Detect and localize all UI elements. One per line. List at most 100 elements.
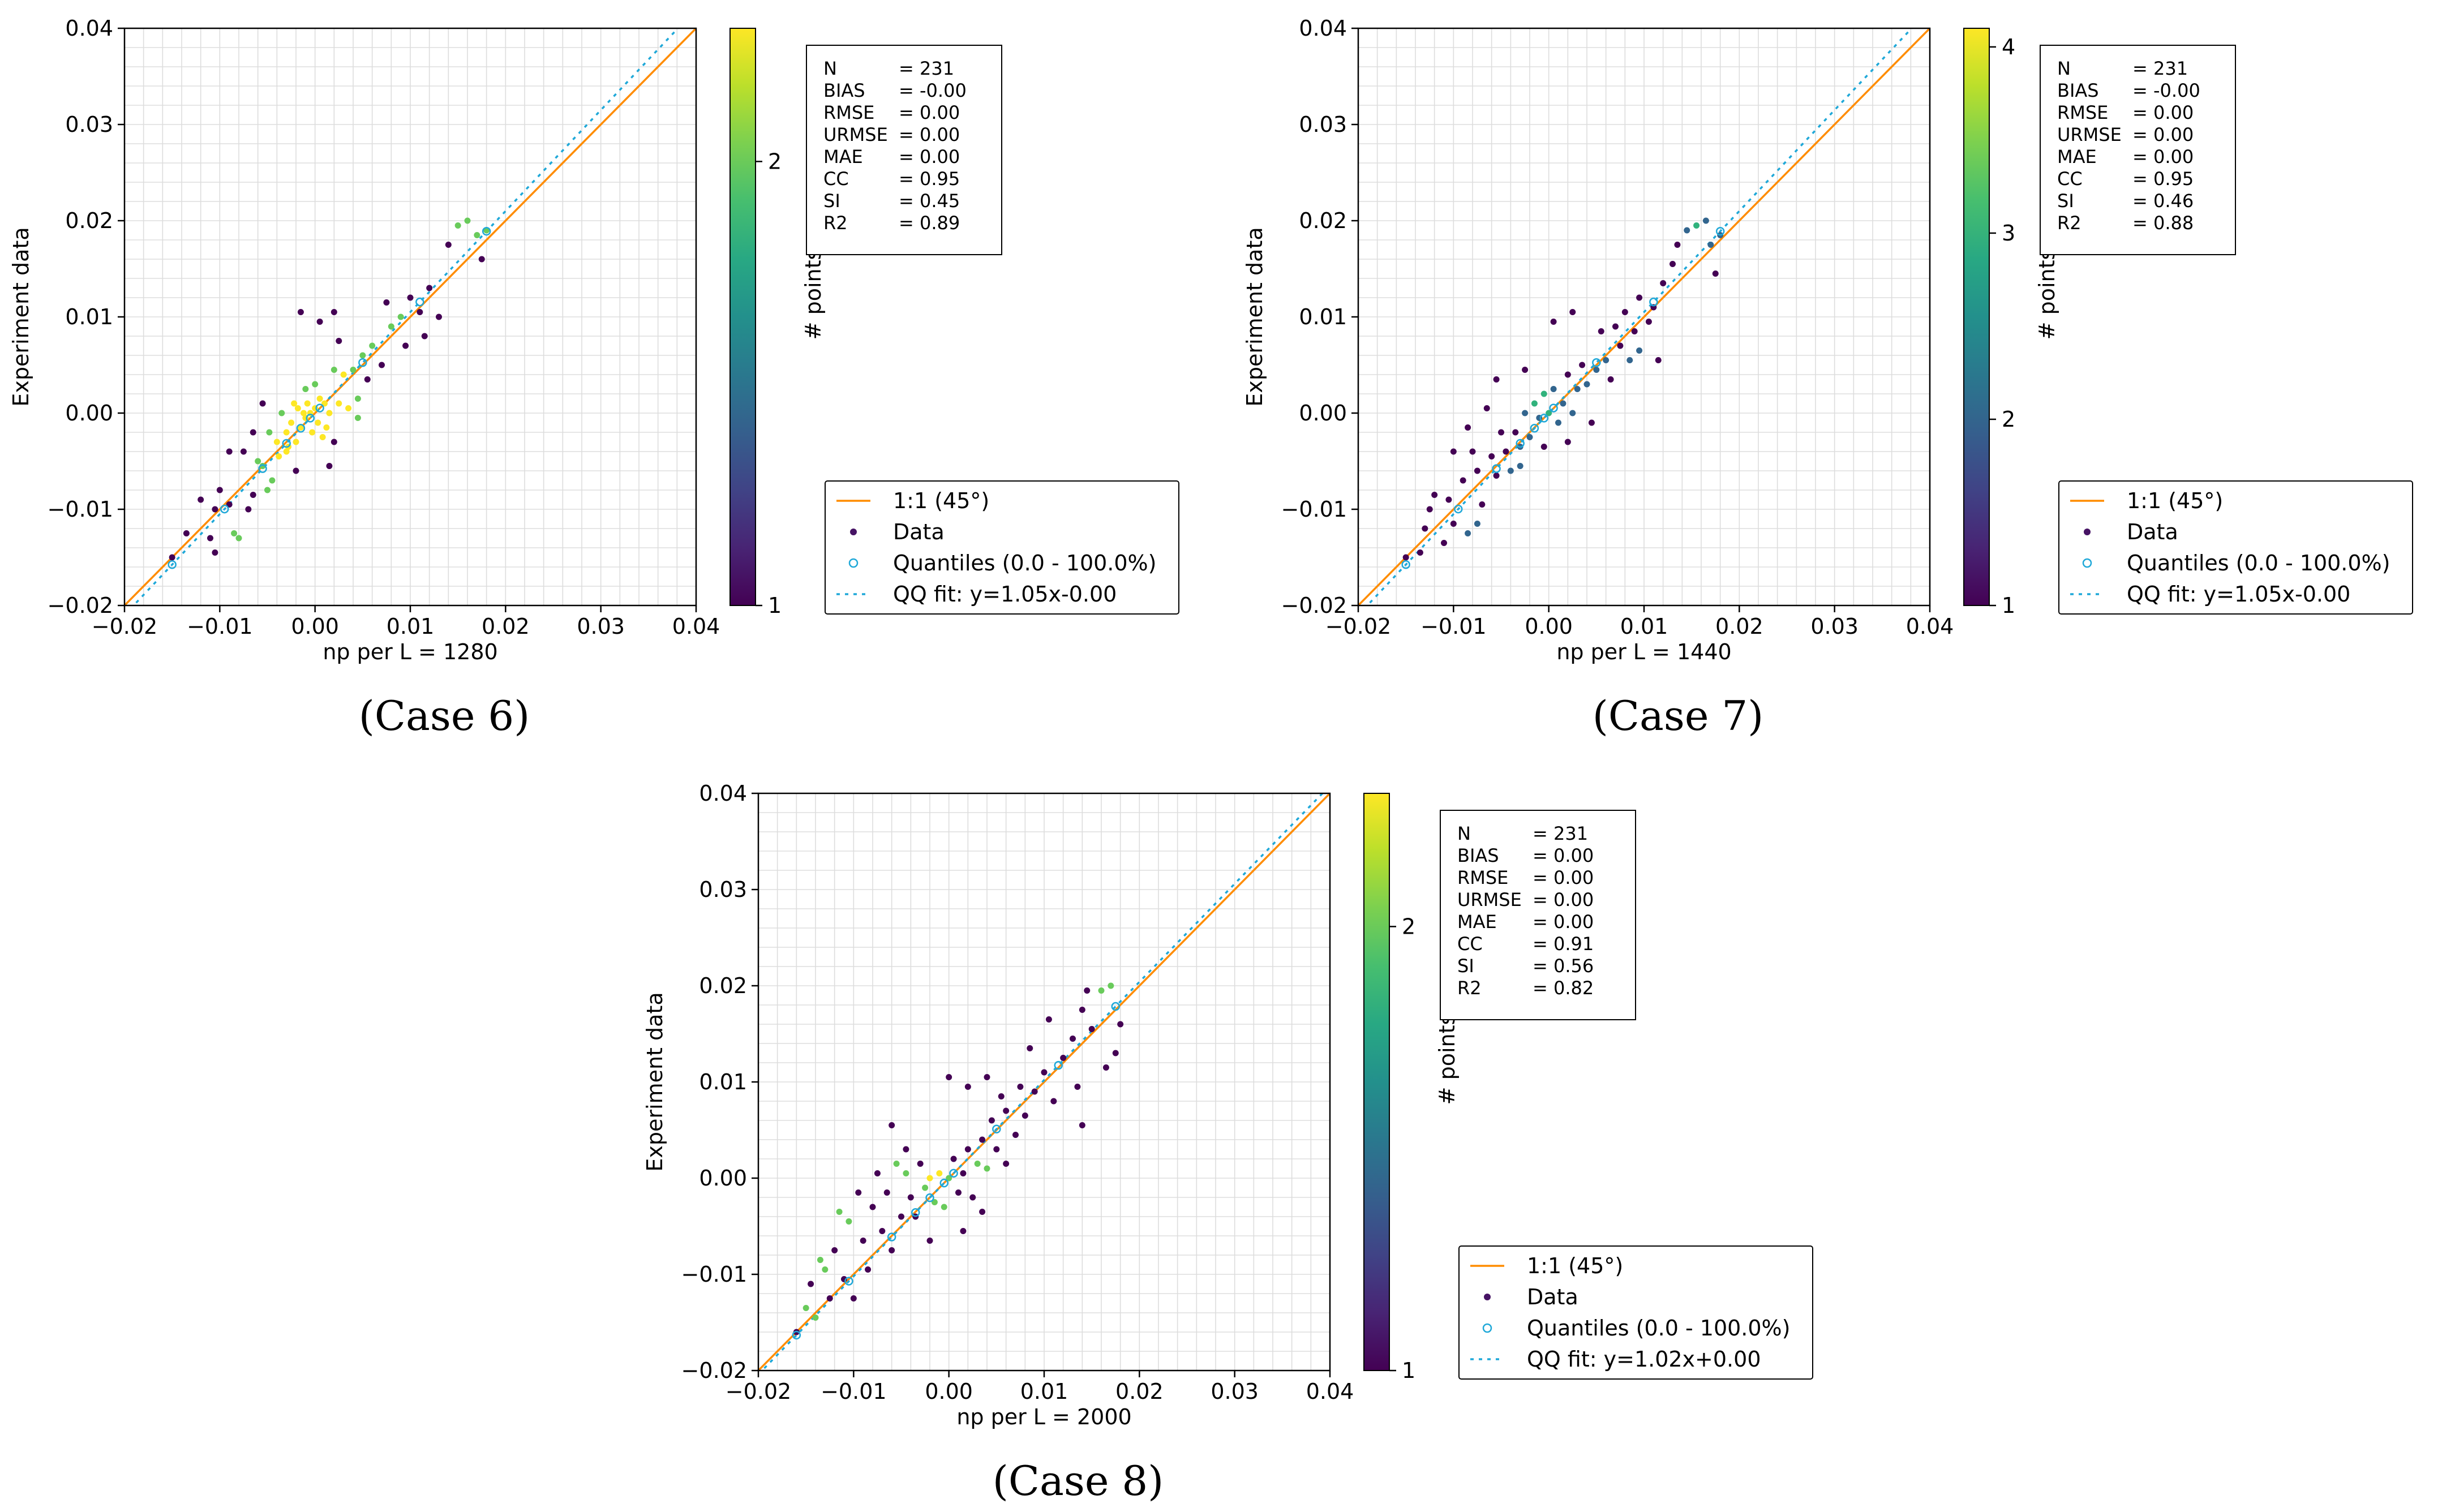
data-point: [1479, 501, 1486, 508]
data-point: [1070, 1036, 1076, 1042]
data-point: [889, 1122, 895, 1128]
quantile-markers: [168, 226, 491, 569]
quantile-marker: [1715, 226, 1725, 236]
data-point: [1636, 347, 1643, 354]
data-point: [1670, 261, 1676, 267]
stat-equals: =: [2132, 58, 2148, 79]
data-point: [183, 530, 190, 536]
data-point: [417, 309, 423, 315]
data-point: [264, 487, 271, 493]
stat-equals: =: [2132, 80, 2148, 101]
data-point: [207, 535, 213, 542]
stat-value: 0.00: [920, 102, 960, 123]
data-point: [407, 294, 414, 301]
colorbar-tick-label: 1: [1402, 1358, 1415, 1383]
one-to-one-line: [758, 793, 1330, 1371]
stat-value: 0.00: [920, 146, 960, 167]
colorbar-label: # points: [801, 249, 826, 340]
data-point: [993, 1146, 1000, 1153]
data-point: [979, 1209, 986, 1215]
colorbar-label: # points: [1435, 1014, 1460, 1105]
x-tick-label: 0.02: [1715, 614, 1763, 639]
data-point: [874, 1170, 881, 1176]
data-point: [364, 376, 371, 383]
data-point: [226, 448, 233, 455]
quantile-marker: [315, 403, 324, 413]
data-point: [291, 400, 298, 407]
legend-entry-label: Quantiles (0.0 - 100.0%): [2127, 551, 2390, 575]
data-point: [1560, 400, 1567, 407]
data-point: [383, 299, 390, 306]
legend-entry-label: QQ fit: y=1.05x-0.00: [2127, 582, 2350, 607]
data-point: [1079, 1122, 1085, 1128]
data-point: [1426, 506, 1433, 513]
panel-case-8: −0.02−0.02−0.01−0.010.000.000.010.010.02…: [642, 781, 1813, 1505]
data-point: [1574, 386, 1581, 392]
data-point: [1569, 309, 1576, 315]
data-point: [1417, 549, 1423, 556]
quantile-marker: [482, 226, 491, 236]
data-point: [269, 477, 276, 484]
data-point: [198, 496, 204, 503]
y-tick-label: 0.03: [1299, 112, 1347, 137]
data-point: [1441, 540, 1447, 546]
stat-name: R2: [1457, 977, 1482, 999]
data-point: [1474, 467, 1480, 474]
data-point: [212, 506, 218, 513]
stat-name: SI: [1457, 955, 1474, 977]
stat-name: MAE: [1457, 911, 1497, 933]
data-point: [869, 1204, 876, 1210]
data-point: [988, 1117, 995, 1124]
data-point: [312, 381, 319, 388]
data-point: [1702, 217, 1709, 224]
y-tick-label: 0.04: [1299, 16, 1347, 41]
data-point: [273, 439, 280, 445]
quantile-marker: [1401, 560, 1410, 569]
stat-name: SI: [2057, 190, 2074, 212]
y-tick-label: 0.02: [1299, 208, 1347, 233]
quantile-marker: [296, 424, 306, 433]
data-point: [478, 256, 485, 263]
x-tick-label: −0.01: [187, 614, 252, 639]
data-point: [293, 467, 299, 474]
stat-equals: =: [1533, 845, 1548, 866]
y-axis-label: Experiment data: [642, 992, 667, 1171]
data-point: [331, 439, 337, 445]
stat-name: RMSE: [823, 102, 874, 123]
x-tick-label: 0.03: [577, 614, 625, 639]
data-point: [402, 342, 409, 349]
stat-equals: =: [1533, 911, 1548, 933]
stat-name: SI: [823, 190, 840, 212]
stat-value: -0.00: [2153, 80, 2200, 101]
x-tick-label: −0.01: [821, 1379, 886, 1404]
data-point: [964, 1146, 971, 1153]
data-point: [1631, 328, 1638, 334]
data-point: [235, 535, 242, 542]
stat-equals: =: [2132, 190, 2148, 212]
one-to-one-line: [125, 28, 696, 605]
stat-equals: =: [1533, 889, 1548, 910]
quantile-marker: [1549, 403, 1558, 413]
x-tick-label: −0.01: [1420, 614, 1486, 639]
data-point: [812, 1315, 819, 1321]
data-point: [216, 487, 223, 493]
stat-value: 0.91: [1553, 933, 1594, 955]
data-point: [1060, 1055, 1067, 1061]
data-point: [917, 1161, 924, 1167]
stat-value: 231: [1553, 823, 1588, 844]
data-point: [1465, 530, 1471, 536]
x-tick-label: 0.00: [1525, 614, 1573, 639]
data-point: [326, 410, 333, 416]
y-tick-label: 0.00: [1299, 401, 1347, 426]
data-point: [979, 1136, 986, 1143]
data-point: [1088, 1026, 1095, 1032]
stat-value: 0.82: [1553, 977, 1594, 999]
data-point: [388, 323, 394, 330]
y-tick-label: 0.00: [65, 401, 113, 426]
data-point: [1712, 270, 1719, 277]
data-point: [250, 429, 256, 436]
data-point: [1117, 1021, 1124, 1028]
data-point: [297, 424, 304, 431]
colorbar-tick-label: 1: [2002, 593, 2015, 618]
